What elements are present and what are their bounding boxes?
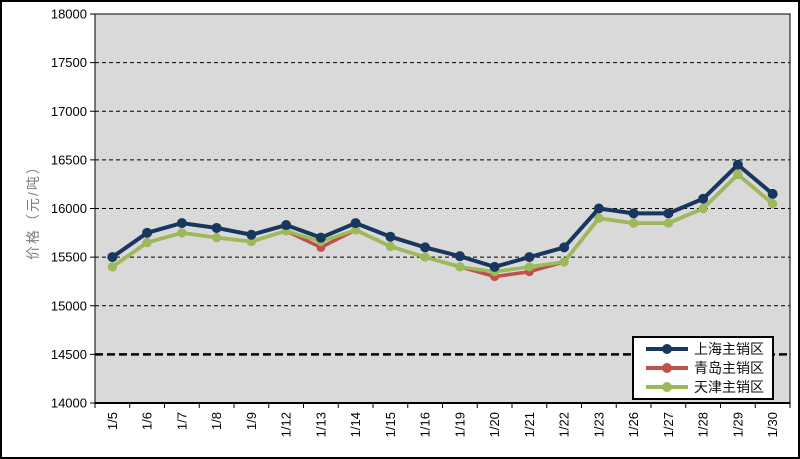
data-point bbox=[142, 227, 153, 238]
data-point bbox=[211, 222, 222, 233]
y-tick-label: 15000 bbox=[51, 298, 87, 313]
x-tick-label: 1/7 bbox=[174, 412, 189, 430]
data-point bbox=[385, 231, 396, 242]
data-point bbox=[455, 262, 465, 272]
x-tick-label: 1/14 bbox=[348, 412, 363, 437]
x-tick-label: 1/19 bbox=[452, 412, 467, 437]
legend-line-marker-icon bbox=[646, 381, 688, 392]
x-tick-label: 1/28 bbox=[696, 412, 711, 437]
data-point bbox=[142, 238, 152, 248]
data-point bbox=[732, 159, 743, 170]
data-point bbox=[454, 251, 465, 262]
data-point bbox=[107, 262, 117, 272]
legend-line-marker-icon bbox=[646, 344, 688, 355]
data-point bbox=[593, 203, 604, 214]
data-point bbox=[107, 252, 118, 263]
x-tick-label: 1/21 bbox=[522, 412, 537, 437]
legend-label: 天津主销区 bbox=[694, 378, 764, 395]
data-point bbox=[420, 252, 430, 262]
y-tick-label: 16000 bbox=[51, 201, 87, 216]
data-point bbox=[733, 169, 743, 179]
x-tick-label: 1/16 bbox=[418, 412, 433, 437]
x-tick-label: 1/26 bbox=[626, 412, 641, 437]
x-tick-label: 1/22 bbox=[557, 412, 572, 437]
data-point bbox=[594, 213, 604, 223]
x-tick-label: 1/23 bbox=[591, 412, 606, 437]
data-point bbox=[489, 261, 500, 272]
data-point bbox=[212, 233, 222, 243]
data-point bbox=[628, 208, 639, 219]
y-tick-label: 18000 bbox=[51, 7, 87, 22]
data-point bbox=[420, 242, 431, 253]
data-point bbox=[246, 237, 256, 247]
data-point bbox=[351, 225, 361, 235]
x-tick-label: 1/29 bbox=[730, 412, 745, 437]
data-point bbox=[767, 188, 778, 199]
series-line-2 bbox=[110, 172, 775, 274]
y-axis-title: 价格（元/吨） bbox=[25, 158, 41, 260]
data-point bbox=[176, 218, 187, 229]
x-tick-label: 1/27 bbox=[661, 412, 676, 437]
x-tick-label: 1/20 bbox=[487, 412, 502, 437]
legend-label: 青岛主销区 bbox=[694, 359, 764, 376]
data-point bbox=[281, 220, 292, 231]
legend-label: 上海主销区 bbox=[694, 341, 764, 358]
data-point bbox=[629, 218, 639, 228]
data-point bbox=[559, 242, 570, 253]
data-point bbox=[246, 229, 257, 240]
legend-line-marker-icon bbox=[646, 362, 688, 373]
x-tick-label: 1/13 bbox=[313, 412, 328, 437]
series-line-0 bbox=[110, 162, 775, 269]
x-tick-label: 1/12 bbox=[279, 412, 294, 437]
legend-item: 天津主销区 bbox=[645, 380, 770, 394]
x-tick-label: 1/15 bbox=[383, 412, 398, 437]
x-tick-label: 1/8 bbox=[209, 412, 224, 430]
y-tick-label: 17500 bbox=[51, 55, 87, 70]
x-tick-label: 1/5 bbox=[105, 412, 120, 430]
x-tick-label: 1/9 bbox=[244, 412, 259, 430]
data-point bbox=[177, 228, 187, 238]
legend-item: 青岛主销区 bbox=[645, 361, 770, 375]
data-point bbox=[698, 193, 709, 204]
data-point bbox=[350, 218, 361, 229]
y-tick-label: 14500 bbox=[51, 347, 87, 362]
legend: 上海主销区 青岛主销区 天津主销区 bbox=[632, 336, 774, 400]
data-point bbox=[524, 262, 534, 272]
y-tick-label: 15500 bbox=[51, 250, 87, 265]
x-tick-label: 1/30 bbox=[765, 412, 780, 437]
data-point bbox=[385, 241, 395, 251]
data-point bbox=[663, 218, 673, 228]
data-point bbox=[315, 232, 326, 243]
data-point bbox=[524, 252, 535, 263]
data-point bbox=[768, 199, 778, 209]
y-tick-label: 14000 bbox=[51, 396, 87, 411]
data-point bbox=[698, 204, 708, 213]
data-point bbox=[559, 257, 569, 267]
data-point bbox=[663, 208, 674, 219]
x-tick-label: 1/6 bbox=[140, 412, 155, 430]
y-tick-label: 16500 bbox=[51, 152, 87, 167]
y-tick-label: 17000 bbox=[51, 104, 87, 119]
legend-item: 上海主销区 bbox=[645, 342, 770, 356]
